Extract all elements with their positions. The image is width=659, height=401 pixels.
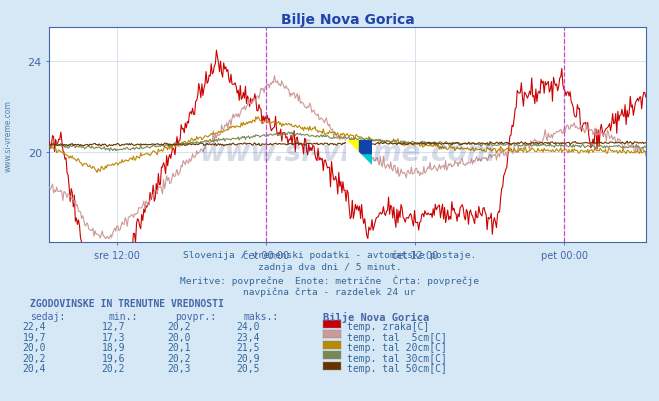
Text: 18,9: 18,9 xyxy=(101,342,125,352)
Text: 17,3: 17,3 xyxy=(101,332,125,342)
Text: 20,9: 20,9 xyxy=(237,353,260,363)
Text: 19,6: 19,6 xyxy=(101,353,125,363)
Text: povpr.:: povpr.: xyxy=(175,311,215,321)
Text: temp. zraka[C]: temp. zraka[C] xyxy=(347,322,429,332)
Text: 20,1: 20,1 xyxy=(167,342,191,352)
Text: www.si-vreme.com: www.si-vreme.com xyxy=(3,99,13,171)
Text: 20,2: 20,2 xyxy=(167,322,191,332)
Text: Bilje Nova Gorica: Bilje Nova Gorica xyxy=(323,311,429,322)
Text: 20,2: 20,2 xyxy=(22,353,46,363)
Text: temp. tal 30cm[C]: temp. tal 30cm[C] xyxy=(347,353,447,363)
Bar xyxy=(359,154,372,166)
Text: 20,5: 20,5 xyxy=(237,363,260,373)
Text: min.:: min.: xyxy=(109,311,138,321)
Text: 20,2: 20,2 xyxy=(101,363,125,373)
Text: navpična črta - razdelek 24 ur: navpična črta - razdelek 24 ur xyxy=(243,287,416,296)
Text: ZGODOVINSKE IN TRENUTNE VREDNOSTI: ZGODOVINSKE IN TRENUTNE VREDNOSTI xyxy=(30,299,223,309)
Text: 24,0: 24,0 xyxy=(237,322,260,332)
Text: 23,4: 23,4 xyxy=(237,332,260,342)
Text: www.si-vreme.com: www.si-vreme.com xyxy=(200,138,496,166)
Text: zadnja dva dni / 5 minut.: zadnja dva dni / 5 minut. xyxy=(258,263,401,271)
Text: 19,7: 19,7 xyxy=(22,332,46,342)
Bar xyxy=(346,140,359,154)
Text: 12,7: 12,7 xyxy=(101,322,125,332)
Text: sedaj:: sedaj: xyxy=(30,311,65,321)
Text: maks.:: maks.: xyxy=(244,311,279,321)
Bar xyxy=(359,140,372,154)
Text: temp. tal 20cm[C]: temp. tal 20cm[C] xyxy=(347,342,447,352)
Bar xyxy=(346,140,359,154)
Text: temp. tal  5cm[C]: temp. tal 5cm[C] xyxy=(347,332,447,342)
Text: Slovenija / vremenski podatki - avtomatske postaje.: Slovenija / vremenski podatki - avtomats… xyxy=(183,251,476,259)
Text: 21,5: 21,5 xyxy=(237,342,260,352)
Bar xyxy=(359,154,372,166)
Text: 20,4: 20,4 xyxy=(22,363,46,373)
Text: 20,0: 20,0 xyxy=(167,332,191,342)
Text: 22,4: 22,4 xyxy=(22,322,46,332)
Text: 20,2: 20,2 xyxy=(167,353,191,363)
Polygon shape xyxy=(346,140,372,166)
Bar xyxy=(359,140,372,154)
Text: temp. tal 50cm[C]: temp. tal 50cm[C] xyxy=(347,363,447,373)
Title: Bilje Nova Gorica: Bilje Nova Gorica xyxy=(281,13,415,27)
Text: Meritve: povprečne  Enote: metrične  Črta: povprečje: Meritve: povprečne Enote: metrične Črta:… xyxy=(180,275,479,285)
Text: 20,3: 20,3 xyxy=(167,363,191,373)
Text: 20,0: 20,0 xyxy=(22,342,46,352)
Polygon shape xyxy=(346,140,372,166)
